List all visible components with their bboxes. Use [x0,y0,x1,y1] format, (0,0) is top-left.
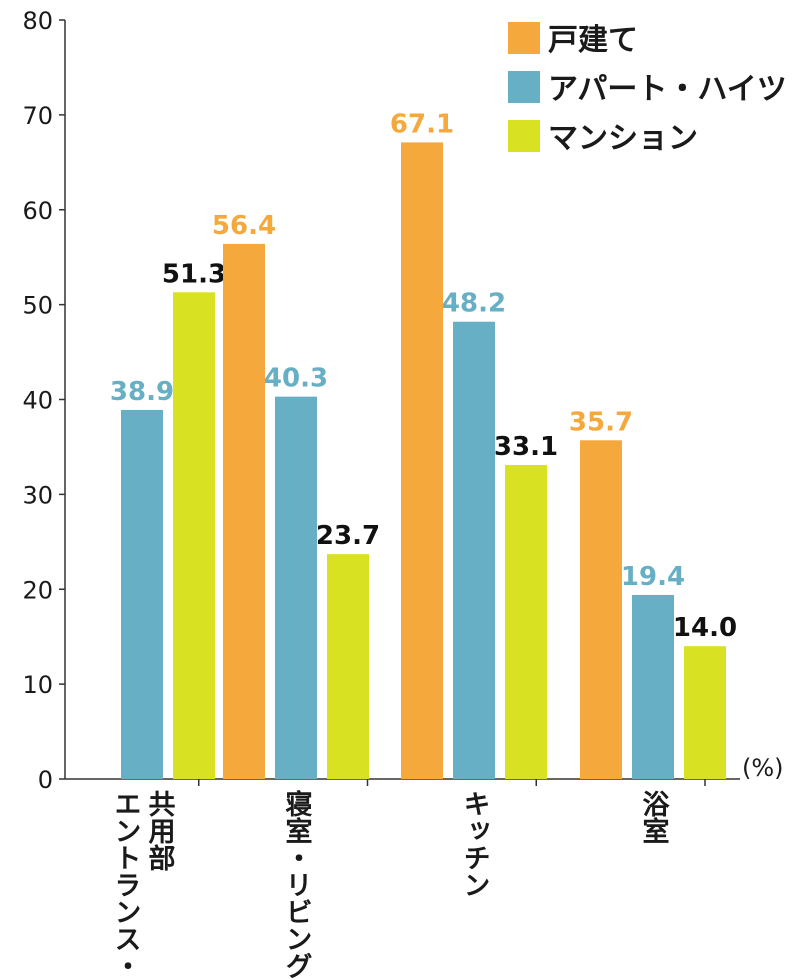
x-category-label: 浴室 [638,790,670,844]
x-category-label-line: キッチン [459,790,490,898]
bar [632,594,674,779]
y-tick-label: 50 [22,292,53,320]
y-tick-label: 10 [22,671,53,699]
x-category-label-line: 寝室・リビング [281,789,313,979]
y-tick-label: 80 [22,7,53,35]
y-tick-label: 40 [22,387,53,415]
unit-label: (%) [742,754,784,782]
bar [684,646,726,779]
legend-label: マンション [548,121,698,156]
data-label: 38.9 [110,377,174,407]
data-label: 56.4 [212,211,276,241]
data-label: 67.1 [390,109,454,139]
y-tick-label: 0 [38,766,53,794]
y-tick-label: 30 [22,481,53,509]
bar [327,554,369,779]
data-label: 14.0 [673,613,737,643]
data-label: 51.3 [162,259,226,289]
data-label: 35.7 [569,407,633,437]
legend-swatch [508,71,540,103]
y-tick-label: 70 [22,102,53,130]
x-category-label: キッチン [459,790,490,898]
x-category-label-line: エントランス・ [110,790,141,979]
data-label: 19.4 [621,562,685,592]
bar [173,292,215,779]
legend-label: 戸建て [548,23,638,58]
y-tick-label: 20 [22,576,53,604]
x-category-label-line: 共用部 [144,790,176,871]
legend-swatch [508,22,540,54]
bar [401,142,443,780]
legend-label: アパート・ハイツ [548,72,787,107]
bar [580,440,622,779]
data-label: 23.7 [316,521,380,551]
data-label: 33.1 [494,432,558,462]
bar [223,243,265,779]
x-category-label-line: 浴室 [638,790,670,844]
legend-swatch [508,120,540,152]
bar [453,321,495,779]
bar [121,409,163,779]
data-label: 48.2 [442,289,506,319]
x-category-label: 寝室・リビング [281,789,313,979]
bar [505,464,547,779]
data-label: 40.3 [264,364,328,394]
y-tick-label: 60 [22,197,53,225]
bar [275,396,317,779]
